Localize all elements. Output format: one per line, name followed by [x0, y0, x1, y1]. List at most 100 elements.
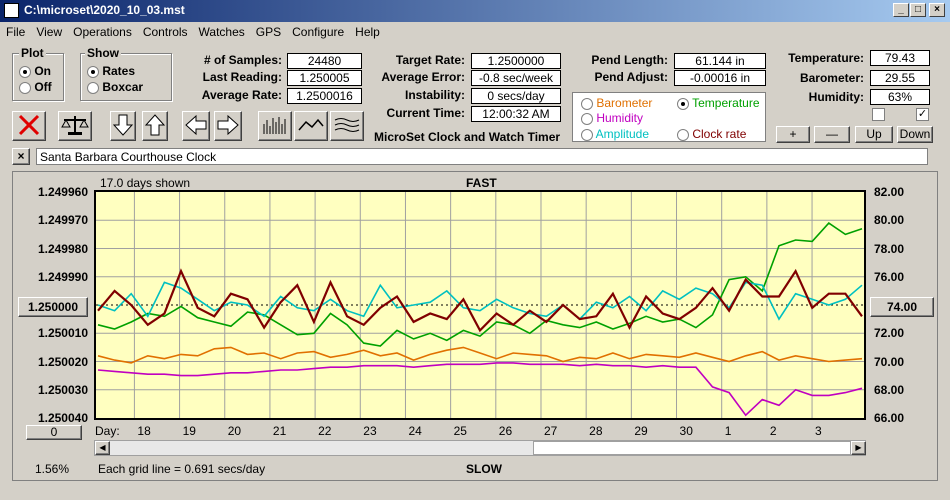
menu-watches[interactable]: Watches: [198, 25, 245, 39]
x-tick-label: 20: [227, 424, 242, 438]
pend-length-label: Pend Length:: [591, 53, 668, 67]
menu-help[interactable]: Help: [355, 25, 380, 39]
fast-label: FAST: [466, 176, 497, 190]
target-rate-value: 1.2500000: [471, 53, 561, 69]
scroll-thumb[interactable]: [533, 441, 851, 455]
menu-configure[interactable]: Configure: [292, 25, 345, 39]
y-right-tick: 76.00: [874, 269, 905, 284]
menu-view[interactable]: View: [36, 25, 63, 39]
last-reading-value: 1.250005: [287, 70, 362, 86]
down-arrow-button[interactable]: [110, 111, 136, 141]
pend-adjust-label: Pend Adjust:: [594, 70, 668, 84]
waves-icon: [334, 118, 360, 132]
app-caption: MicroSet Clock and Watch Timer: [374, 130, 561, 144]
target-rate-label: Target Rate:: [395, 53, 465, 67]
y-right-tick: 70.00: [874, 354, 905, 369]
y-right-tick: 82.00: [874, 185, 905, 199]
show-rates-radio[interactable]: Rates: [87, 64, 135, 78]
show-group-label: Show: [85, 46, 121, 60]
y-right-tick: 80.00: [874, 213, 905, 228]
x-tick-label: 18: [137, 424, 151, 438]
menu-gps[interactable]: GPS: [255, 25, 282, 39]
y-left-tick: 1.250040: [37, 411, 88, 425]
x-tick-label: 27: [543, 424, 558, 438]
series-temperature: [97, 222, 863, 347]
current-time-label: Current Time:: [386, 106, 465, 120]
down-button[interactable]: Down: [897, 126, 933, 143]
series-clock-rate: [97, 268, 863, 333]
minus-button[interactable]: —: [814, 126, 850, 143]
y-left-tick: 1.249990: [37, 269, 88, 284]
menu-file[interactable]: File: [6, 25, 26, 39]
menu-operations[interactable]: Operations: [73, 25, 132, 39]
grid-note: Each grid line = 0.691 secs/day: [98, 462, 266, 476]
last-reading-label: Last Reading:: [202, 70, 282, 84]
scroll-left-button[interactable]: ◀: [95, 441, 110, 455]
right-arrow-button[interactable]: [214, 111, 242, 141]
plot-group-label: Plot: [19, 46, 46, 60]
x-tick-label: 23: [363, 424, 377, 438]
x-tick-label: 22: [318, 424, 332, 438]
multi-line-view-button[interactable]: [330, 111, 364, 141]
line-view-button[interactable]: [294, 111, 328, 141]
clock-name-input[interactable]: Santa Barbara Courthouse Clock: [36, 148, 928, 165]
samples-label: # of Samples:: [203, 53, 282, 67]
up-button[interactable]: Up: [855, 126, 893, 143]
menu-controls[interactable]: Controls: [142, 25, 188, 39]
time-scrollbar[interactable]: ◀ ▶: [94, 440, 866, 456]
left-arrow-button[interactable]: [182, 111, 210, 141]
series-humidity-radio[interactable]: Humidity: [581, 111, 643, 125]
window-title: C:\microset\2020_10_03.mst: [24, 3, 185, 17]
right-center-value-button[interactable]: 74.00: [870, 297, 934, 317]
plus-button[interactable]: +: [776, 126, 810, 143]
pend-adjust-value: -0.00016 in: [674, 70, 766, 86]
checkbox-1[interactable]: [872, 108, 885, 121]
series-amplitude-radio[interactable]: Amplitude: [581, 127, 649, 141]
plot-group: Plot On Off: [12, 46, 64, 101]
series-barometer-radio[interactable]: Barometer: [581, 96, 652, 110]
balance-icon: [61, 116, 89, 135]
close-button[interactable]: ×: [929, 3, 945, 17]
left-center-value-button[interactable]: 1.250000: [18, 297, 88, 317]
current-time-value: 12:00:32 AM: [471, 106, 561, 122]
x-tick-label: 2: [769, 424, 777, 438]
plot-off-radio[interactable]: Off: [19, 80, 52, 94]
arrow-up-icon: [144, 114, 166, 136]
wave-icon: [298, 118, 324, 131]
samples-value: 24480: [287, 53, 362, 69]
stop-button[interactable]: [12, 111, 46, 141]
plot-on-radio[interactable]: On: [19, 64, 51, 78]
minimize-button[interactable]: _: [893, 3, 909, 17]
title-bar: C:\microset\2020_10_03.mst _ □ ×: [0, 0, 950, 22]
average-rate-label: Average Rate:: [201, 88, 282, 102]
x-icon: [18, 114, 40, 136]
bars-view-button[interactable]: [258, 111, 292, 141]
x-tick-label: 21: [272, 424, 287, 438]
y-left-tick: 1.249980: [37, 241, 88, 256]
arrow-left-icon: [185, 114, 207, 136]
y-left-tick: 1.249970: [37, 213, 88, 228]
y-right-tick: 72.00: [874, 326, 905, 341]
y-right-tick: 66.00: [874, 411, 905, 425]
scroll-right-button[interactable]: ▶: [851, 441, 866, 455]
plot-area: [94, 190, 866, 420]
x-tick-label: 1: [724, 424, 732, 438]
maximize-button[interactable]: □: [910, 3, 926, 17]
series-temperature-radio[interactable]: Temperature: [677, 96, 760, 110]
y-right-tick: 78.00: [874, 241, 905, 256]
temperature-label: Temperature:: [788, 51, 864, 65]
clear-clock-button[interactable]: ×: [12, 148, 30, 165]
arrow-right-icon: [217, 114, 239, 136]
x-tick-label: 24: [408, 424, 422, 438]
pend-length-value: 61.144 in: [674, 53, 766, 69]
x-tick-label: 26: [498, 424, 513, 438]
series-clockrate-radio[interactable]: Clock rate: [677, 127, 746, 141]
checkbox-2[interactable]: ✓: [916, 108, 929, 121]
up-arrow-button[interactable]: [142, 111, 168, 141]
offset-box[interactable]: 0: [26, 425, 82, 440]
x-tick-label: 30: [679, 424, 693, 438]
series-barometer: [97, 346, 863, 364]
balance-button[interactable]: [58, 111, 92, 141]
show-boxcar-radio[interactable]: Boxcar: [87, 80, 143, 94]
y-left-tick: 1.249960: [37, 185, 88, 199]
